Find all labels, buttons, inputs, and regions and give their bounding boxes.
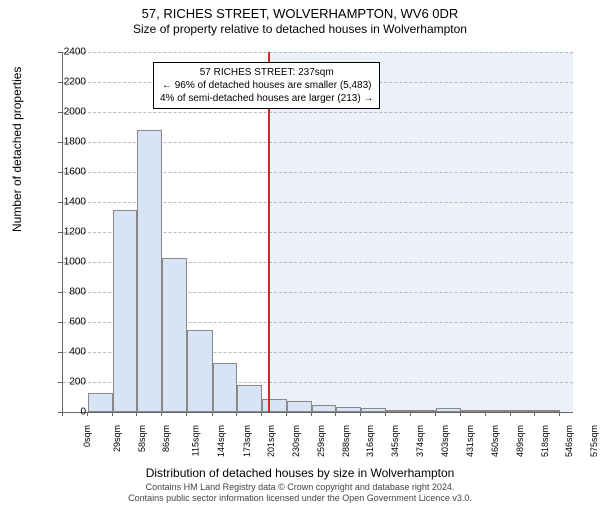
y-tick-mark <box>58 352 62 353</box>
x-tick-label: 575sqm <box>589 425 599 457</box>
histogram-bar <box>237 385 262 412</box>
x-tick-mark <box>286 412 287 416</box>
histogram-bar <box>386 410 411 412</box>
x-tick-mark <box>62 412 63 416</box>
x-tick-label: 58sqm <box>137 425 147 452</box>
histogram-bar <box>287 401 312 412</box>
x-tick-label: 230sqm <box>291 425 301 457</box>
y-tick-mark <box>58 52 62 53</box>
y-tick-mark <box>58 292 62 293</box>
histogram-bar <box>436 408 461 412</box>
y-tick-mark <box>58 82 62 83</box>
x-tick-mark <box>311 412 312 416</box>
x-tick-label: 345sqm <box>390 425 400 457</box>
histogram-bar <box>361 408 386 412</box>
y-tick-mark <box>58 202 62 203</box>
histogram-bar <box>88 393 113 413</box>
x-tick-mark <box>460 412 461 416</box>
x-tick-label: 518sqm <box>540 425 550 457</box>
y-tick-label: 600 <box>46 317 86 328</box>
histogram-bar <box>162 258 187 413</box>
x-tick-mark <box>410 412 411 416</box>
histogram-bar <box>411 410 435 412</box>
x-tick-label: 173sqm <box>242 425 252 457</box>
y-tick-mark <box>58 262 62 263</box>
x-tick-mark <box>559 412 560 416</box>
x-tick-label: 29sqm <box>112 425 122 452</box>
histogram-bar <box>486 410 511 412</box>
y-tick-label: 1000 <box>46 257 86 268</box>
y-tick-label: 2400 <box>46 47 86 58</box>
annotation-line: 4% of semi-detached houses are larger (2… <box>160 92 373 105</box>
x-tick-mark <box>261 412 262 416</box>
histogram-bar <box>187 330 212 413</box>
x-tick-label: 489sqm <box>515 425 525 457</box>
x-tick-label: 546sqm <box>564 425 574 457</box>
y-tick-label: 400 <box>46 347 86 358</box>
x-tick-label: 201sqm <box>266 425 276 457</box>
x-tick-mark <box>236 412 237 416</box>
x-tick-mark <box>360 412 361 416</box>
y-tick-mark <box>58 112 62 113</box>
x-tick-mark <box>534 412 535 416</box>
chart-container: 57, RICHES STREET, WOLVERHAMPTON, WV6 0D… <box>0 6 600 506</box>
y-tick-label: 1800 <box>46 137 86 148</box>
x-tick-label: 115sqm <box>191 425 201 456</box>
histogram-bar <box>213 363 237 413</box>
x-tick-label: 144sqm <box>217 425 227 457</box>
y-tick-label: 0 <box>46 407 86 418</box>
x-tick-label: 316sqm <box>365 425 375 457</box>
y-tick-label: 2200 <box>46 77 86 88</box>
x-axis-label: Distribution of detached houses by size … <box>0 466 600 480</box>
x-tick-mark <box>136 412 137 416</box>
y-axis-label: Number of detached properties <box>10 67 24 232</box>
x-tick-mark <box>161 412 162 416</box>
x-tick-mark <box>385 412 386 416</box>
histogram-bar <box>113 210 137 413</box>
y-tick-label: 200 <box>46 377 86 388</box>
histogram-bar <box>535 410 560 412</box>
x-tick-mark <box>435 412 436 416</box>
y-tick-label: 1400 <box>46 197 86 208</box>
annotation-line: 57 RICHES STREET: 237sqm <box>160 66 373 79</box>
y-tick-label: 1200 <box>46 227 86 238</box>
footer-line-2: Contains public sector information licen… <box>0 493 600 504</box>
x-tick-label: 0sqm <box>82 425 92 447</box>
x-tick-mark <box>510 412 511 416</box>
chart-plot-area: 57 RICHES STREET: 237sqm← 96% of detache… <box>62 52 573 413</box>
y-tick-mark <box>58 232 62 233</box>
histogram-bar <box>137 130 162 412</box>
histogram-bar <box>461 410 486 412</box>
annotation-line: ← 96% of detached houses are smaller (5,… <box>160 79 373 92</box>
y-tick-label: 2000 <box>46 107 86 118</box>
histogram-bar <box>312 405 336 413</box>
annotation-box: 57 RICHES STREET: 237sqm← 96% of detache… <box>153 62 380 109</box>
x-tick-label: 288sqm <box>341 425 351 457</box>
x-tick-label: 374sqm <box>415 425 425 457</box>
y-tick-label: 800 <box>46 287 86 298</box>
x-tick-label: 431sqm <box>465 425 475 457</box>
title-sub: Size of property relative to detached ho… <box>0 22 600 36</box>
histogram-bar <box>511 410 535 412</box>
y-tick-mark <box>58 142 62 143</box>
x-tick-label: 86sqm <box>161 425 171 452</box>
y-tick-label: 1600 <box>46 167 86 178</box>
title-main: 57, RICHES STREET, WOLVERHAMPTON, WV6 0D… <box>0 6 600 21</box>
y-tick-mark <box>58 172 62 173</box>
x-tick-mark <box>87 412 88 416</box>
y-tick-mark <box>58 322 62 323</box>
attribution-footer: Contains HM Land Registry data © Crown c… <box>0 482 600 504</box>
x-tick-mark <box>212 412 213 416</box>
x-tick-mark <box>112 412 113 416</box>
x-tick-label: 403sqm <box>440 425 450 457</box>
histogram-bar <box>262 399 287 413</box>
footer-line-1: Contains HM Land Registry data © Crown c… <box>0 482 600 493</box>
x-tick-mark <box>485 412 486 416</box>
y-tick-mark <box>58 382 62 383</box>
x-tick-mark <box>335 412 336 416</box>
x-tick-label: 259sqm <box>316 425 326 457</box>
x-tick-mark <box>186 412 187 416</box>
x-tick-label: 460sqm <box>490 425 500 457</box>
histogram-bar <box>336 407 361 412</box>
